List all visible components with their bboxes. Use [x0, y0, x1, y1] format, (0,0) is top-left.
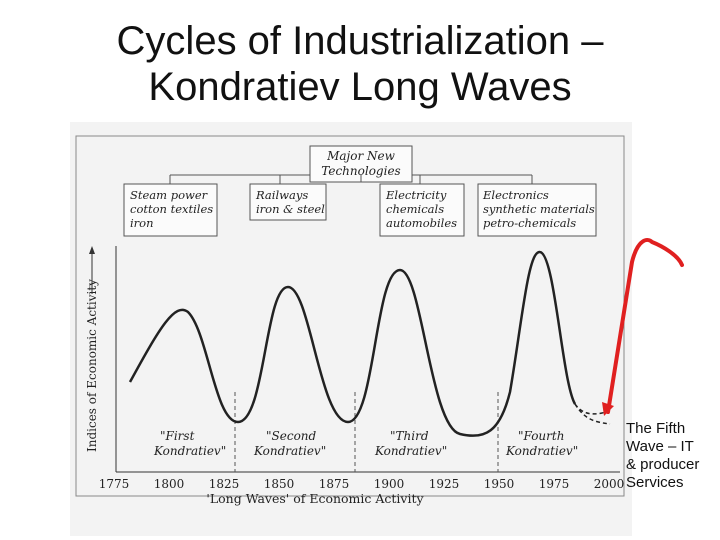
tech-box-4 [477, 183, 597, 237]
wave-label-1-line-1: "First [160, 429, 195, 443]
callout-line-1: The Fifth [626, 420, 686, 437]
tech-box-4-line-2: synthetic materials [483, 202, 595, 216]
kondratiev-diagram: Major New Technologies Steam power cotto… [70, 122, 632, 536]
long-wave-curve [128, 250, 577, 438]
tech-box-4-line-3: petro-chemicals [483, 216, 576, 230]
tech-box-1-line-3: iron [130, 216, 154, 230]
title-line-1: Cycles of Industrialization – [116, 19, 604, 63]
tech-box-3 [379, 183, 465, 237]
x-tick-label: 1875 [319, 477, 350, 491]
x-tick-label: 1850 [264, 477, 295, 491]
tech-box-3-line-1: Electricity [385, 188, 447, 202]
wave-label-2-line-2: Kondratiev" [253, 444, 326, 458]
fifth-wave-callout: The Fifth Wave – IT & producer Services [626, 420, 720, 492]
tech-box-1-line-2: cotton textiles [130, 202, 213, 216]
x-tick-label: 1950 [484, 477, 515, 491]
tech-box-3-line-2: chemicals [386, 202, 444, 216]
wave-label-3-line-2: Kondratiev" [374, 444, 447, 458]
tech-box-4-line-1: Electronics [482, 188, 549, 202]
x-tick-label: 1900 [374, 477, 405, 491]
wave-label-2-line-1: "Second [266, 429, 317, 443]
callout-line-2: Wave – IT [626, 438, 694, 455]
projection-dash-2 [574, 403, 611, 425]
x-tick-label: 1800 [154, 477, 185, 491]
y-axis-arrow-head [89, 246, 95, 254]
x-tick-label: 2000 [594, 477, 625, 491]
tech-box-2 [249, 183, 327, 221]
x-tick-label: 1975 [539, 477, 570, 491]
callout-line-4: Services [626, 474, 684, 491]
header-line-1: Major New [326, 149, 396, 163]
tech-box-1 [123, 183, 218, 237]
wave-label-4-line-1: "Fourth [518, 429, 564, 443]
tech-box-1-line-1: Steam power [130, 188, 209, 202]
tech-box-2-line-1: Railways [255, 188, 308, 202]
header-connectors [169, 174, 533, 184]
tech-box-3-line-3: automobiles [386, 216, 457, 230]
x-tick-label: 1775 [99, 477, 130, 491]
diagram-svg: Major New Technologies Steam power cotto… [75, 135, 625, 506]
x-tick-label: 1825 [209, 477, 240, 491]
x-axis-label: 'Long Waves' of Economic Activity [206, 491, 424, 506]
wave-label-1-line-2: Kondratiev" [153, 444, 226, 458]
callout-line-3: & producer [626, 456, 700, 473]
header-line-2: Technologies [321, 164, 400, 178]
y-axis-label: Indices of Economic Activity [85, 279, 99, 452]
period-separators [234, 392, 499, 472]
projection-dash-1 [574, 403, 607, 415]
slide-title: Cycles of Industrialization – Kondratiev… [0, 18, 720, 110]
x-tick-label: 1925 [429, 477, 460, 491]
tech-box-2-line-2: iron & steel [256, 202, 325, 216]
title-line-2: Kondratiev Long Waves [148, 65, 572, 109]
x-tick-labels: 1775 1800 1825 1850 1875 1900 1925 1950 1975 2000 [99, 477, 625, 491]
wave-label-4-line-2: Kondratiev" [505, 444, 578, 458]
wave-label-3-line-1: "Third [390, 429, 429, 443]
